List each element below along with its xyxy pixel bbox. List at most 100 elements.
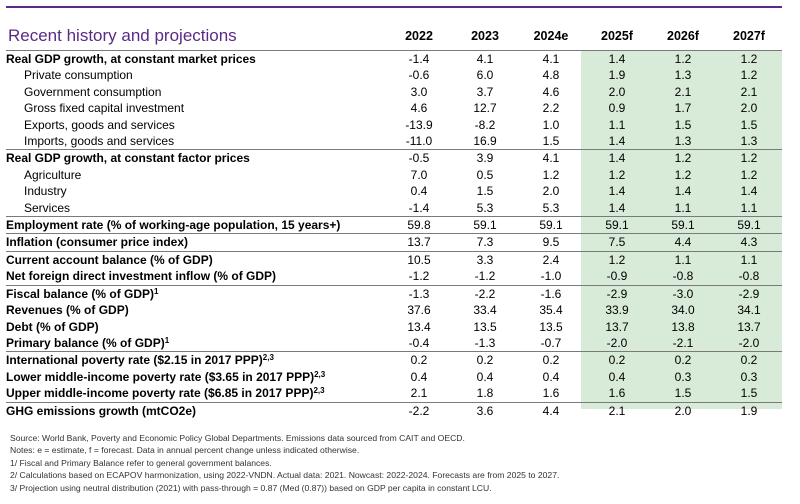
row-label-text: Agriculture (24, 167, 82, 182)
value-cell: 1.4 (608, 200, 626, 215)
table-row: Net foreign direct investment inflow (% … (6, 268, 782, 285)
value-cell: 3.6 (452, 401, 518, 419)
row-label: International poverty rate ($2.15 in 201… (6, 351, 386, 369)
value-cell: 12.7 (473, 101, 497, 116)
row-label: Inflation (consumer price index) (6, 233, 386, 252)
value-cell: 1.5 (740, 386, 758, 401)
value-cell: 1.2 (674, 167, 692, 182)
value-cell: 0.2 (386, 351, 452, 369)
value-cell: -2.2 (452, 284, 518, 303)
row-label: Industry (6, 183, 386, 199)
projections-table: Recent history and projections 2022 2023… (6, 22, 782, 419)
row-label-text: Employment rate (% of working-age popula… (6, 218, 341, 233)
value-cell: 1.5 (740, 117, 758, 132)
value-cell: -0.9 (606, 269, 628, 284)
value-cell: 0.3 (740, 369, 758, 384)
row-label: Government consumption (6, 84, 386, 100)
value-cell: 7.3 (452, 233, 518, 252)
value-cell: 1.1 (674, 200, 692, 215)
value-cell: 1.2 (740, 52, 758, 66)
value-cell: 13.5 (539, 319, 563, 334)
value-cell: 59.1 (716, 216, 782, 234)
value-cell: 1.7 (674, 101, 692, 116)
row-label: Private consumption (6, 67, 386, 83)
table-body: Real GDP growth, at constant market pric… (6, 51, 782, 419)
row-label-text: Upper middle-income poverty rate ($6.85 … (6, 386, 314, 401)
value-cell: 16.9 (473, 134, 497, 149)
value-cell: 0.2 (584, 351, 650, 369)
value-cell: 0.2 (452, 351, 518, 369)
row-label-text: Private consumption (24, 68, 133, 83)
value-cell: -2.0 (606, 335, 628, 350)
row-label: Revenues (% of GDP) (6, 302, 386, 318)
value-cell: 33.4 (473, 303, 497, 318)
row-label: Real GDP growth, at constant market pric… (6, 51, 386, 68)
value-cell: 1.2 (716, 149, 782, 167)
row-label: Employment rate (% of working-age popula… (6, 216, 386, 234)
value-cell: 1.9 (608, 68, 626, 83)
value-cell: 1.1 (650, 250, 716, 269)
row-label: Real GDP growth, at constant factor pric… (6, 149, 386, 167)
value-cell: 0.5 (476, 167, 494, 182)
value-cell: -1.2 (474, 269, 496, 284)
value-cell: 4.6 (542, 84, 560, 99)
value-cell: -2.9 (584, 284, 650, 303)
value-cell: 13.7 (737, 319, 761, 334)
row-label: GHG emissions growth (mtCO2e) (6, 401, 386, 419)
value-cell: 7.5 (584, 233, 650, 252)
value-cell: -13.9 (405, 117, 433, 132)
row-label-text: Current account balance (% of GDP) (6, 252, 213, 267)
value-cell: 0.4 (410, 184, 428, 199)
value-cell: 1.2 (740, 68, 758, 83)
footnote: 3/ Projection using neutral distribution… (10, 482, 492, 493)
value-cell: 59.1 (584, 216, 650, 234)
value-cell: -0.7 (540, 335, 562, 350)
value-cell: 59.8 (386, 216, 452, 234)
value-cell: 1.2 (542, 167, 560, 182)
row-label: Current account balance (% of GDP) (6, 250, 386, 269)
value-cell: 59.1 (518, 216, 584, 234)
footnotes: Source: World Bank, Poverty and Economic… (10, 432, 790, 494)
value-cell: 3.9 (452, 149, 518, 167)
value-cell: 4.1 (518, 149, 584, 167)
value-cell: 2.0 (650, 401, 716, 419)
value-cell: 1.3 (740, 134, 758, 149)
table-row: Lower middle-income poverty rate ($3.65 … (6, 369, 782, 385)
value-cell: 1.2 (650, 149, 716, 167)
value-cell: -0.8 (738, 269, 760, 284)
value-cell: -0.5 (386, 149, 452, 167)
footnote: 1/ Fiscal and Primary Balance refer to g… (10, 457, 272, 468)
value-cell: 5.3 (542, 200, 560, 215)
year-header: 2022 (386, 22, 452, 51)
table-row: Government consumption 3.0 3.7 4.6 2.0 2.1 2.1 (6, 84, 782, 100)
value-cell: -8.2 (474, 117, 496, 132)
row-label-text: Revenues (% of GDP) (6, 303, 129, 318)
value-cell: 1.1 (716, 250, 782, 269)
value-cell: 2.1 (674, 84, 692, 99)
top-rule (6, 6, 782, 8)
row-label: Gross fixed capital investment (6, 100, 386, 116)
row-label: Net foreign direct investment inflow (% … (6, 268, 386, 285)
value-cell: 4.6 (410, 101, 428, 116)
table-row: Inflation (consumer price index) 13.7 7.3 9… (6, 233, 782, 252)
value-cell: -11.0 (405, 134, 433, 149)
table-row: Industry 0.4 1.5 2.0 1.4 1.4 1.4 (6, 183, 782, 199)
value-cell: 4.3 (716, 233, 782, 252)
value-cell: 1.4 (608, 184, 626, 199)
value-cell: 34.1 (737, 303, 761, 318)
table-row: Revenues (% of GDP) 37.6 33.4 35.4 33.9 34.0 3… (6, 302, 782, 318)
value-cell: -2.2 (386, 401, 452, 419)
value-cell: 1.1 (740, 200, 758, 215)
row-label: Fiscal balance (% of GDP)1 (6, 284, 386, 303)
row-label-text: Real GDP growth, at constant market pric… (6, 52, 256, 66)
value-cell: -0.8 (672, 269, 694, 284)
value-cell: -2.1 (672, 335, 694, 350)
table-title: Recent history and projections (6, 22, 386, 51)
row-label: Exports, goods and services (6, 117, 386, 133)
value-cell: -2.9 (716, 284, 782, 303)
value-cell: 59.1 (452, 216, 518, 234)
row-label-text: Services (24, 200, 71, 215)
year-header: 2027f (716, 22, 782, 51)
value-cell: 4.1 (542, 52, 560, 66)
value-cell: 35.4 (539, 303, 563, 318)
